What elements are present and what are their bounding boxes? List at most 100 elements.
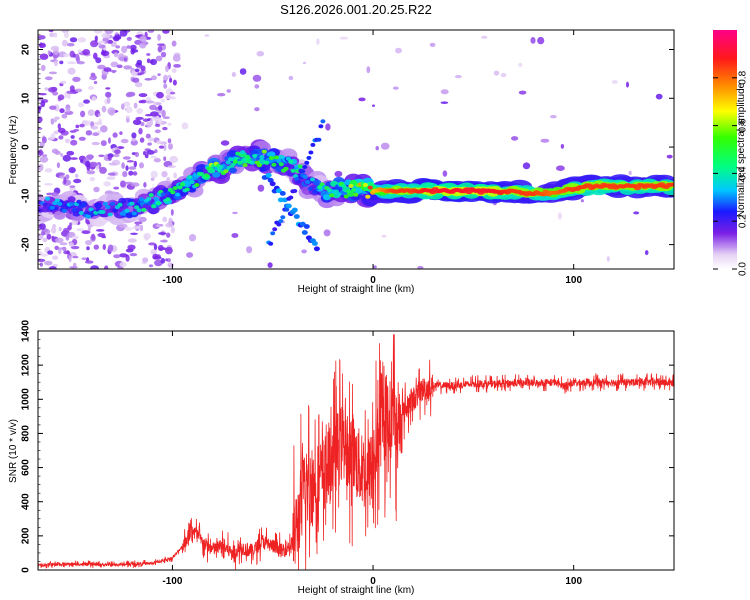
heatmap-noise-cell [106,97,111,104]
heatmap-ridge-cell [45,196,51,201]
heatmap-branch-cell [293,214,300,219]
heatmap-branch-cell [272,227,278,232]
heatmap-noise-cell [53,32,58,38]
heatmap-noise-cell [557,212,562,220]
heatmap-noise-cell [162,116,170,119]
heatmap-noise-cell [89,161,98,168]
heatmap-noise-cell [154,149,158,154]
heatmap-ridge-cell [81,203,87,207]
heatmap-ridge-cell [105,205,111,210]
heatmap-noise-cell [152,253,159,260]
heatmap-noise-cell [157,43,165,46]
heatmap-noise-cell [98,44,106,49]
heatmap-branch-cell [288,195,294,200]
heatmap-ridge-cell [146,196,152,201]
heatmap-noise-cell [146,150,155,155]
heatmap-noise-cell [167,122,172,126]
heatmap-ridge-cell [148,193,154,198]
heatmap-noise-cell [166,232,171,238]
heatmap-ridge-cell [129,201,135,206]
heatmap-ridge-cell [78,211,84,215]
heatmap-noise-cell [87,109,95,116]
heatmap-ridge-cell [165,197,171,202]
heatmap-noise-cell [63,53,70,58]
heatmap-noise-cell [75,173,79,178]
heatmap-ridge-cell [271,162,277,167]
heatmap-noise-cell [181,122,189,130]
heatmap-noise-cell [126,160,134,163]
heatmap-noise-cell [125,106,133,114]
y-tick-label: 0 [21,144,32,150]
heatmap-noise-cell [70,139,78,146]
heatmap-noise-cell [38,149,43,157]
heatmap-noise-cell [69,157,78,160]
heatmap-noise-cell [132,77,140,83]
heatmap-noise-cell [123,101,131,107]
heatmap-ridge-cell [102,201,108,206]
heatmap-noise-cell [666,154,673,159]
heatmap-ridge-cell [160,192,166,197]
heatmap-noise-cell [100,50,110,57]
heatmap-noise-cell [108,162,117,166]
heatmap-noise-cell [161,109,166,118]
heatmap-noise-cell [54,245,59,250]
heatmap-noise-cell [70,135,75,139]
x-tick-label: 0 [370,576,376,587]
heatmap-noise-cell [131,132,137,139]
heatmap-noise-cell [59,108,65,114]
heatmap-noise-cell [366,66,371,74]
heatmap-noise-cell [63,177,67,185]
heatmap-noise-cell [57,123,61,130]
heatmap-ridge-cell [261,149,267,154]
snr-plot-area [38,334,674,570]
heatmap-ridge-cell [268,156,275,161]
heatmap-ridge-cell [57,201,63,206]
heatmap-noise-cell [86,170,96,175]
heatmap-noise-cell [136,59,143,66]
heatmap-noise-cell [154,259,163,267]
heatmap-noise-cell [171,40,177,47]
heatmap-noise-cell [51,192,59,197]
heatmap-noise-cell [145,100,155,104]
heatmap-noise-cell [41,231,46,236]
heatmap-noise-cell [144,234,149,241]
heatmap-noise-cell [129,44,137,51]
colorbar-label: Normalized spectral amplitude [736,82,747,217]
heatmap-noise-cell [606,256,610,262]
heatmap-branch-cell [316,137,322,142]
heatmap-noise-cell [107,172,116,176]
y-tick-label: 200 [21,527,32,544]
heatmap-noise-cell [158,232,167,235]
heatmap-ridge-cell [232,159,238,164]
heatmap-noise-cell [493,70,500,76]
heatmap-noise-cell [58,226,62,232]
heatmap-noise-cell [121,45,128,54]
heatmap-ridge-cell [88,207,94,212]
heatmap-noise-cell [75,124,80,129]
heatmap-noise-cell [44,168,53,173]
heatmap-noise-cell [69,50,75,58]
x-tick-label: -100 [162,275,182,286]
heatmap-noise-cell [254,84,260,89]
heatmap-branch-cell [302,165,308,169]
heatmap-noise-cell [84,260,94,264]
heatmap-ridge-cell [249,160,255,165]
heatmap-noise-cell [154,129,161,134]
heatmap-noise-cell [158,145,165,149]
heatmap-ridge-cell [153,196,159,201]
heatmap-noise-cell [518,62,523,67]
heatmap-noise-cell [89,177,96,182]
heatmap-noise-cell [188,234,197,242]
heatmap-branch-cell [301,230,308,235]
heatmap-noise-cell [155,102,162,105]
heatmap-noise-cell [380,142,390,150]
heatmap-noise-cell [628,170,632,176]
heatmap-noise-cell [54,60,58,67]
heatmap-noise-cell [373,265,377,269]
heatmap-ridge-cell [42,202,48,207]
heatmap-noise-cell [133,160,137,168]
heatmap-noise-cell [69,241,74,247]
heatmap-ridge-cell [346,189,352,194]
heatmap-ridge-cell [189,180,195,185]
